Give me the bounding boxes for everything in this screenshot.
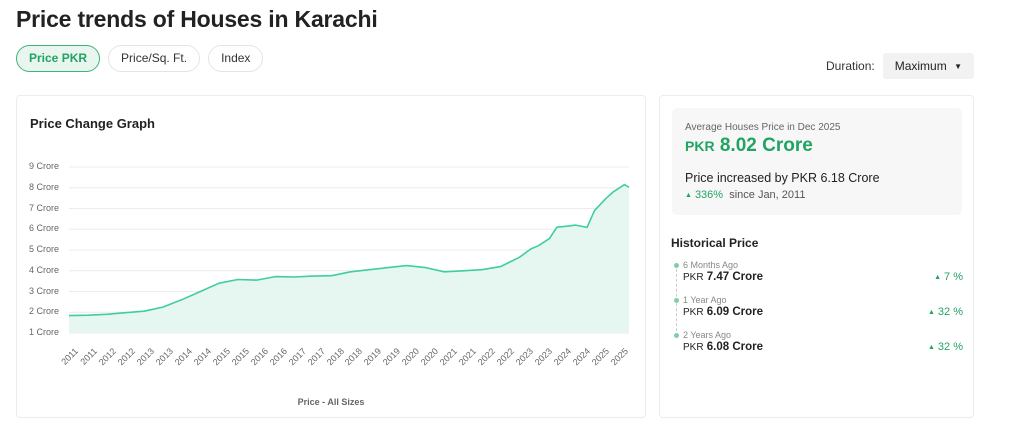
price-summary-card: Average Houses Price in Dec 2025 PKR 8.0… xyxy=(659,95,974,418)
price-type-tabs: Price PKR Price/Sq. Ft. Index xyxy=(16,45,264,72)
timeline-dot-icon xyxy=(674,298,679,303)
page-title: Price trends of Houses in Karachi xyxy=(16,6,378,32)
history-price: PKR 6.08 Crore xyxy=(683,341,763,353)
price-value: 7.47 Crore xyxy=(706,271,764,283)
tab-index[interactable]: Index xyxy=(208,45,264,72)
y-tick-label: 1 Crore xyxy=(29,327,60,337)
tab-price-pkr[interactable]: Price PKR xyxy=(16,45,101,72)
historical-price-title: Historical Price xyxy=(671,236,759,250)
y-tick-label: 8 Crore xyxy=(29,181,60,192)
change-percent: 7 % xyxy=(944,271,963,283)
graph-title: Price Change Graph xyxy=(30,116,155,131)
duration-selected: Maximum xyxy=(894,59,947,73)
currency: PKR xyxy=(683,342,704,353)
summary-label: Average Houses Price in Dec 2025 xyxy=(685,122,841,133)
arrow-up-icon: ▲ xyxy=(934,274,942,281)
history-period: 6 Months Ago xyxy=(683,260,739,270)
y-tick-label: 3 Crore xyxy=(29,285,60,296)
caret-down-icon: ▼ xyxy=(954,62,962,71)
arrow-up-icon: ▲ xyxy=(927,344,935,351)
duration-label: Duration: xyxy=(826,59,875,73)
currency: PKR xyxy=(683,272,704,283)
price-area-fill xyxy=(69,184,629,333)
y-tick-label: 4 Crore xyxy=(29,264,60,275)
change-percent: 336% xyxy=(694,189,724,201)
y-tick-label: 9 Crore xyxy=(29,161,60,171)
y-tick-label: 7 Crore xyxy=(29,202,60,213)
y-tick-label: 5 Crore xyxy=(29,244,60,254)
change-percent: 32 % xyxy=(937,341,963,353)
price-line xyxy=(68,183,630,317)
currency: PKR xyxy=(685,138,715,154)
price-value: 6.09 Crore xyxy=(706,306,764,318)
price-chart[interactable] xyxy=(17,96,647,419)
history-price: PKR 6.09 Crore xyxy=(683,306,763,318)
history-change: ▲ 32 % xyxy=(928,306,963,318)
current-price-summary: Average Houses Price in Dec 2025 PKR 8.0… xyxy=(672,108,962,215)
history-price: PKR 7.47 Crore xyxy=(683,271,763,283)
timeline-dot-icon xyxy=(674,263,679,268)
price-value: 8.02 Crore xyxy=(719,135,813,156)
timeline-dot-icon xyxy=(674,333,679,338)
arrow-up-icon: ▲ xyxy=(927,309,935,316)
duration-control: Duration: Maximum ▼ xyxy=(826,53,974,79)
increase-text: Price increased by PKR 6.18 Crore xyxy=(685,171,880,185)
history-change: ▲ 7 % xyxy=(934,271,963,283)
price-change-graph-card: Price Change Graph 1 Crore 2 Crore 3 Crore… xyxy=(16,95,646,418)
arrow-up-icon: ▲ xyxy=(685,192,692,199)
x-axis-title: Price - All Sizes xyxy=(297,397,365,407)
y-tick-label: 2 Crore xyxy=(29,306,60,317)
currency: PKR xyxy=(683,307,704,318)
y-tick-label: 6 Crore xyxy=(29,223,60,234)
tab-price-per-sqft[interactable]: Price/Sq. Ft. xyxy=(108,45,201,72)
price-value: 6.08 Crore xyxy=(706,341,764,353)
duration-dropdown[interactable]: Maximum ▼ xyxy=(882,53,974,79)
since-text: since Jan, 2011 xyxy=(729,189,806,201)
current-price: PKR 8.02 Crore xyxy=(685,135,813,157)
change-percent: 32 % xyxy=(937,306,963,318)
change-since: ▲ 336% since Jan, 2011 xyxy=(685,189,805,201)
history-period: 2 Years Ago xyxy=(683,330,732,340)
history-change: ▲ 32 % xyxy=(928,341,963,353)
history-period: 1 Year Ago xyxy=(683,295,727,305)
